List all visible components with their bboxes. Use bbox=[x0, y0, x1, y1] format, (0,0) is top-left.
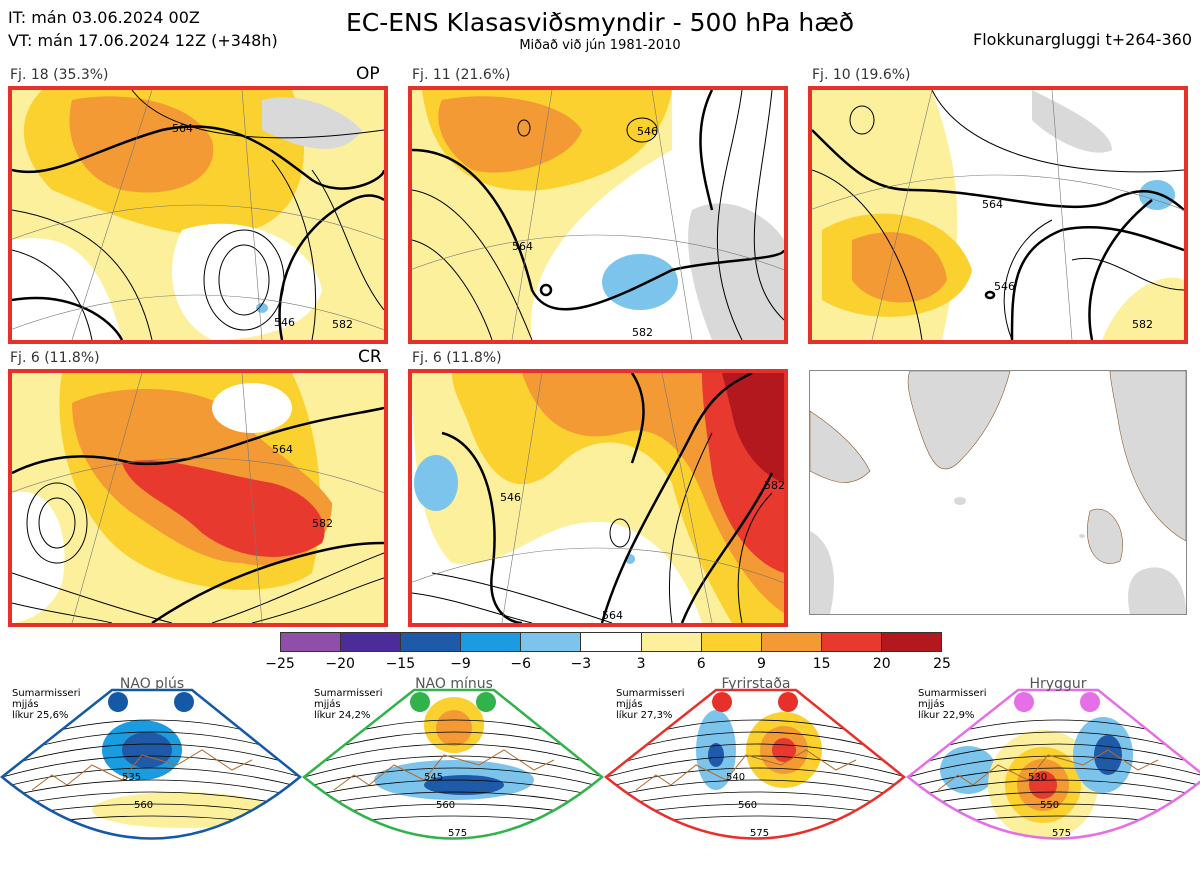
regime-title: NAO plús bbox=[119, 676, 185, 692]
panel-1-tag: OP bbox=[356, 64, 380, 84]
regime-info-line: mjjás bbox=[12, 699, 39, 710]
colorbar-bin bbox=[521, 633, 582, 651]
base-map-panel bbox=[809, 370, 1187, 615]
colorbar-bin bbox=[701, 633, 762, 651]
regime-info: Sumarmisseri mjjás líkur 24,2% bbox=[314, 688, 382, 721]
panel-1-label: Fj. 18 (35.3%) bbox=[10, 67, 109, 83]
colorbar-tick-label: 6 bbox=[696, 656, 706, 672]
regime-info-line: Sumarmisseri bbox=[12, 688, 81, 699]
cluster-map-4[interactable]: 564 582 bbox=[8, 369, 388, 627]
panel-5-label: Fj. 6 (11.8%) bbox=[412, 350, 502, 366]
regime-contour-label: 560 bbox=[436, 800, 455, 811]
colorbar-bin bbox=[761, 633, 822, 651]
classification-window: Flokkunargluggi t+264-360 bbox=[973, 30, 1192, 49]
colorbar-bin bbox=[641, 633, 702, 651]
cluster-map-1[interactable]: 546 564 582 bbox=[8, 86, 388, 344]
colorbar-tick-label: 3 bbox=[636, 656, 646, 672]
regime-info: Sumarmisseri mjjás líkur 27,3% bbox=[616, 688, 684, 721]
regime-info-line: líkur 25,6% bbox=[12, 710, 69, 721]
colorbar-tick-label: −6 bbox=[510, 656, 532, 672]
regime-contour-label: 530 bbox=[1028, 772, 1047, 783]
panel-2-label: Fj. 11 (21.6%) bbox=[412, 67, 511, 83]
colorbar-bin bbox=[821, 633, 882, 651]
colorbar-bin bbox=[581, 633, 642, 651]
panel-3-label: Fj. 10 (19.6%) bbox=[812, 67, 911, 83]
regime-info: Sumarmisseri mjjás líkur 25,6% bbox=[12, 688, 80, 721]
contour-label-564: 564 bbox=[602, 609, 623, 622]
colorbar-bin bbox=[461, 633, 522, 651]
regime-contour-label: 575 bbox=[448, 828, 467, 839]
regime-title: Fyrirstaða bbox=[721, 676, 791, 692]
panel-4-label: Fj. 6 (11.8%) bbox=[10, 350, 100, 366]
contour-label-546: 546 bbox=[637, 125, 658, 138]
colorbar-bin bbox=[341, 633, 402, 651]
regime-marker-dot bbox=[108, 692, 128, 712]
regime-info: Sumarmisseri mjjás líkur 22,9% bbox=[918, 688, 986, 721]
regime-contour-label: 550 bbox=[1040, 800, 1059, 811]
regime-info-line: Sumarmisseri bbox=[616, 688, 685, 699]
regime-marker-dot bbox=[410, 692, 430, 712]
colorbar-bin bbox=[401, 633, 462, 651]
anomaly-colorbar bbox=[280, 632, 942, 652]
colorbar-bin bbox=[881, 633, 942, 651]
regime-contour-label: 560 bbox=[134, 800, 153, 811]
contour-label-546: 546 bbox=[994, 280, 1015, 293]
contour-label-546: 546 bbox=[500, 491, 521, 504]
contour-label-564: 564 bbox=[982, 198, 1003, 211]
contour-label-582: 582 bbox=[332, 318, 353, 331]
colorbar-tick-label: 25 bbox=[933, 656, 951, 672]
colorbar-tick-label: 20 bbox=[872, 656, 891, 672]
regime-marker-dot bbox=[476, 692, 496, 712]
page-title: EC-ENS Klasasviðsmyndir - 500 hPa hæð bbox=[345, 8, 855, 37]
colorbar-tick-label: 15 bbox=[812, 656, 831, 672]
cluster-map-2[interactable]: 546 564 582 bbox=[408, 86, 788, 344]
contour-label-582: 582 bbox=[1132, 318, 1153, 331]
regime-info-line: mjjás bbox=[314, 699, 341, 710]
colorbar-tick-label: −9 bbox=[450, 656, 471, 672]
contour-label-582: 582 bbox=[312, 517, 333, 530]
regime-info-line: líkur 24,2% bbox=[314, 710, 371, 721]
regime-info-line: líkur 22,9% bbox=[918, 710, 975, 721]
contour-label-564: 564 bbox=[512, 240, 533, 253]
colorbar-tick-label: 9 bbox=[756, 656, 766, 672]
contour-label-582: 582 bbox=[764, 479, 784, 492]
colorbar-tick-label: −15 bbox=[385, 656, 416, 672]
regime-contour-label: 540 bbox=[726, 772, 745, 783]
regime-marker-dot bbox=[174, 692, 194, 712]
regime-contour-label: 560 bbox=[738, 800, 757, 811]
colorbar-tick-label: −3 bbox=[570, 656, 592, 672]
regime-contour-label: 575 bbox=[1052, 828, 1071, 839]
contour-label-582: 582 bbox=[632, 326, 653, 339]
regime-info-line: líkur 27,3% bbox=[616, 710, 673, 721]
regime-marker-dot bbox=[778, 692, 798, 712]
regime-marker-dot bbox=[1080, 692, 1100, 712]
cluster-map-5[interactable]: 546 564 582 bbox=[408, 369, 788, 627]
panel-4-tag: CR bbox=[358, 347, 382, 367]
colorbar-tick-label: −25 bbox=[265, 656, 295, 672]
page-subtitle: Miðað við jún 1981-2010 bbox=[519, 38, 681, 53]
regime-contour-label: 535 bbox=[122, 772, 141, 783]
header-times: IT: mán 03.06.2024 00Z VT: mán 17.06.202… bbox=[8, 6, 278, 52]
initial-time: IT: mán 03.06.2024 00Z bbox=[8, 8, 200, 27]
regime-info-line: mjjás bbox=[616, 699, 643, 710]
regime-marker-dot bbox=[1014, 692, 1034, 712]
regime-title: NAO mínus bbox=[415, 676, 493, 692]
regime-title: Hryggur bbox=[1029, 676, 1087, 692]
regime-info-line: mjjás bbox=[918, 699, 945, 710]
colorbar-tick-label: −20 bbox=[325, 656, 355, 672]
cluster-map-3[interactable]: 546 564 582 bbox=[808, 86, 1188, 344]
regime-contour-label: 545 bbox=[424, 772, 443, 783]
regime-info-line: Sumarmisseri bbox=[918, 688, 987, 699]
contour-label-564: 564 bbox=[172, 122, 193, 135]
contour-label-564: 564 bbox=[272, 443, 293, 456]
regime-marker-dot bbox=[712, 692, 732, 712]
colorbar-bin bbox=[281, 633, 342, 651]
contour-label-546: 546 bbox=[274, 316, 295, 329]
regime-contour-label: 575 bbox=[750, 828, 769, 839]
valid-time: VT: mán 17.06.2024 12Z (+348h) bbox=[8, 31, 278, 50]
regime-info-line: Sumarmisseri bbox=[314, 688, 383, 699]
